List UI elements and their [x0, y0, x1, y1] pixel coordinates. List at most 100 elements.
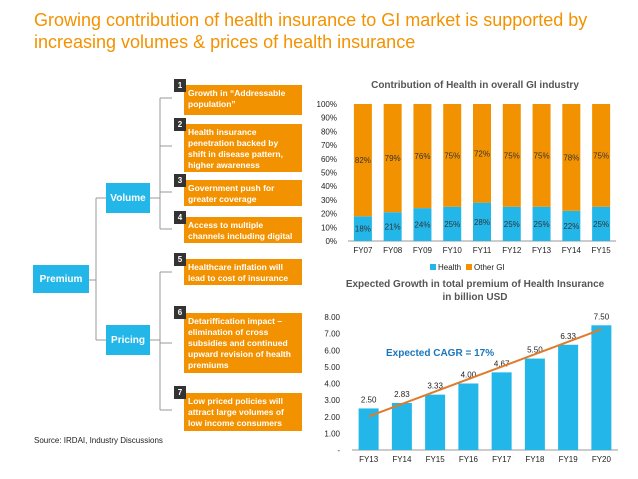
chart2-bar	[425, 394, 446, 450]
chart1-xtick: FY15	[592, 246, 612, 255]
reason-2: Health insurance penetration backed by s…	[184, 124, 302, 172]
chart1-label-other: 75%	[444, 151, 460, 160]
chart1-ytick: 30%	[321, 196, 337, 205]
chart1-label-other: 76%	[414, 152, 430, 161]
chart1-label-other: 78%	[563, 153, 579, 162]
chart2-bar	[491, 372, 512, 450]
reason-badge-4: 4	[174, 211, 186, 224]
chart1-bar-other	[413, 104, 432, 209]
reason-4: Access to multiple channels including di…	[184, 217, 302, 243]
chart1-ytick: 0%	[325, 237, 337, 246]
chart2-title: Expected Growth in total premium of Heal…	[345, 279, 605, 303]
chart1-label-health: 25%	[504, 220, 520, 229]
chart1-label-health: 24%	[414, 221, 430, 230]
chart1-ytick: 60%	[321, 155, 337, 164]
chart2-xtick: FY16	[459, 455, 479, 464]
chart1-xtick: FY12	[502, 246, 522, 255]
chart1-bar-health	[443, 206, 462, 241]
chart1-legend-other: Other GI	[474, 263, 505, 272]
reason-badge-6: 6	[174, 306, 186, 319]
chart1-ytick: 10%	[321, 223, 337, 232]
chart2-bar	[558, 344, 579, 450]
chart2-ytick: 2.00	[324, 413, 340, 422]
chart2-value-label: 2.50	[361, 395, 377, 404]
chart2-xtick: FY15	[426, 455, 446, 464]
premium-box: Premium	[33, 265, 89, 293]
chart2-xtick: FY18	[525, 455, 545, 464]
chart1-label-health: 25%	[534, 220, 550, 229]
chart1-xtick: FY13	[532, 246, 552, 255]
reason-6: Detariffication impact – elimination of …	[184, 313, 302, 373]
chart2-cagr-annotation: Expected CAGR = 17%	[386, 348, 494, 359]
chart1-bar-other	[592, 104, 611, 207]
chart1-xtick: FY10	[443, 246, 463, 255]
chart1-ytick: 70%	[321, 141, 337, 150]
chart2-xtick: FY17	[492, 455, 512, 464]
chart2-value-label: 4.67	[494, 359, 510, 368]
chart1-xtick: FY14	[562, 246, 582, 255]
chart2-ytick: 1.00	[324, 429, 340, 438]
chart1-legend-health-swatch	[430, 264, 436, 270]
chart1-ytick: 90%	[321, 114, 337, 123]
chart1-bar-other	[443, 104, 462, 207]
page-title: Growing contribution of health insurance…	[34, 10, 588, 52]
chart2-value-label: 2.83	[394, 390, 410, 399]
chart1-label-health: 21%	[385, 223, 401, 232]
reason-3: Government push for greater coverage	[184, 180, 302, 206]
chart2-bar	[391, 402, 412, 450]
chart1-bar-health	[353, 216, 372, 241]
chart1-bar-other	[532, 104, 551, 207]
chart2-ytick: 8.00	[324, 313, 340, 322]
chart2-bar	[591, 325, 612, 450]
reason-7: Low priced policies will attract large v…	[184, 393, 302, 431]
chart1-label-other: 79%	[385, 154, 401, 163]
chart1-bar-health	[592, 206, 611, 241]
chart1-label-health: 28%	[474, 218, 490, 227]
chart2-ytick: 3.00	[324, 396, 340, 405]
reason-badge-1: 1	[174, 79, 186, 92]
chart1-label-health: 22%	[563, 222, 579, 231]
chart1-legend-health: Health	[438, 263, 461, 272]
chart2-xtick: FY20	[592, 455, 612, 464]
chart1-bar-health	[562, 210, 581, 241]
chart1-label-other: 75%	[504, 151, 520, 160]
chart1-label-other: 75%	[534, 151, 550, 160]
chart1-xtick: FY11	[473, 246, 492, 255]
chart1-label-other: 82%	[355, 156, 371, 165]
chart1-label-health: 25%	[593, 220, 609, 229]
chart1-ytick: 100%	[317, 100, 337, 109]
reason-5: Healthcare inflation will lead to cost o…	[184, 259, 302, 285]
chart1-bar-health	[413, 208, 432, 241]
chart2-ytick: 5.00	[324, 363, 340, 372]
chart1-label-health: 18%	[355, 225, 371, 234]
chart1-bar-health	[532, 206, 551, 241]
chart1-bar-other	[353, 104, 372, 217]
chart1-label-health: 25%	[444, 220, 460, 229]
chart1-xtick: FY07	[353, 246, 373, 255]
chart2-value-label: 4.00	[461, 371, 477, 380]
chart2-xtick: FY19	[559, 455, 579, 464]
chart2-value-label: 5.50	[527, 346, 543, 355]
chart2-value-label: 6.33	[560, 332, 576, 341]
chart1-bar-other	[473, 104, 491, 203]
chart2-ytick: -	[337, 446, 340, 455]
chart2-xtick: FY13	[359, 455, 379, 464]
chart2-ytick: 4.00	[324, 380, 340, 389]
chart1-bar-health	[502, 206, 521, 241]
chart1-bar-other	[502, 104, 521, 207]
reason-badge-7: 7	[174, 386, 186, 399]
chart2-bar	[458, 383, 479, 450]
chart2-xtick: FY14	[392, 455, 412, 464]
chart2-value-label: 3.33	[427, 382, 443, 391]
chart2-ytick: 7.00	[324, 330, 340, 339]
reason-badge-5: 5	[174, 253, 186, 266]
volume-box: Volume	[106, 183, 150, 213]
chart1-bar-other	[562, 104, 581, 211]
chart1-xtick: FY08	[383, 246, 403, 255]
chart1-bar-health	[473, 202, 491, 241]
chart2-bar	[358, 408, 379, 450]
reason-badge-2: 2	[174, 118, 186, 131]
chart1-label-other: 75%	[593, 151, 609, 160]
